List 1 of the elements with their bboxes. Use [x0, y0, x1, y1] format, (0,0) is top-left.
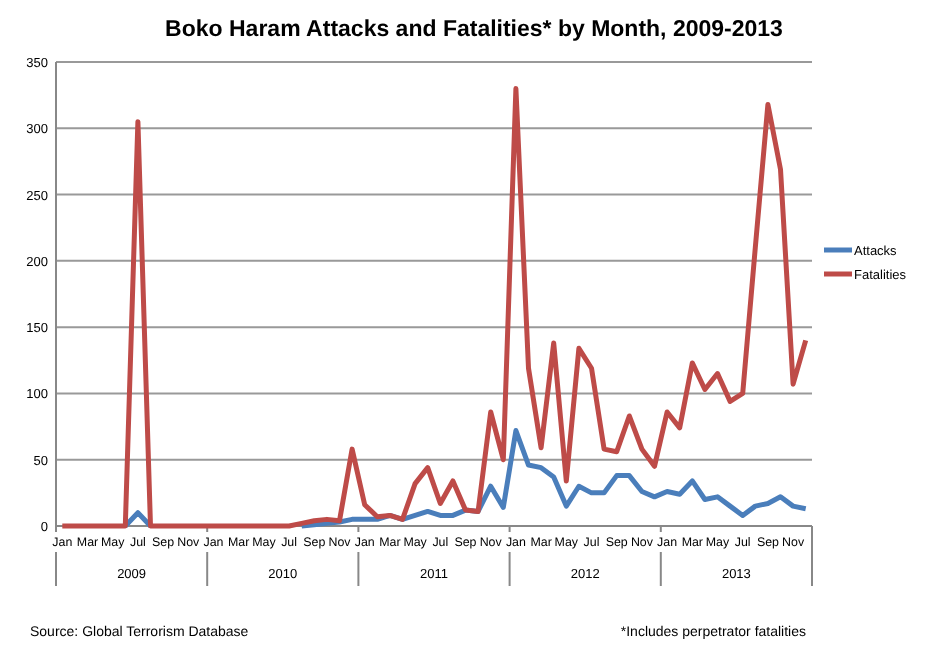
chart-title: Boko Haram Attacks and Fatalities* by Month, 2009-2013: [165, 18, 783, 42]
